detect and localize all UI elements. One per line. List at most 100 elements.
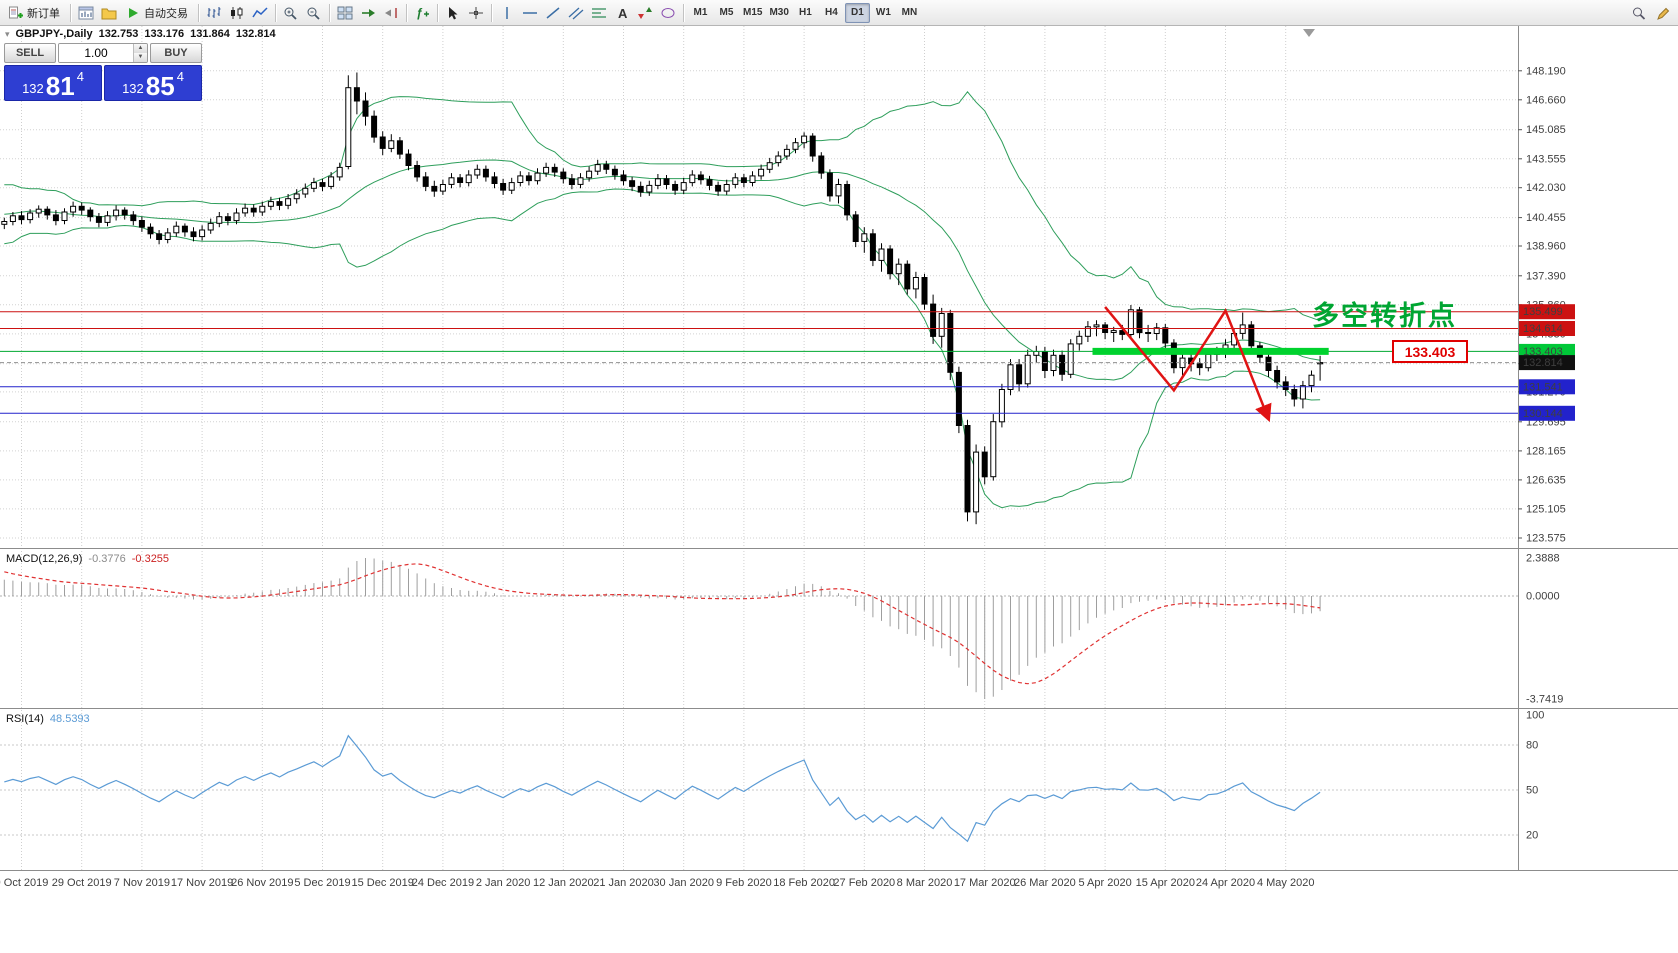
sell-price-figure: 132 bbox=[22, 81, 44, 96]
lot-increase-icon[interactable]: ▲ bbox=[134, 44, 147, 53]
autoscroll-icon bbox=[362, 8, 375, 17]
svg-text:5 Apr 2020: 5 Apr 2020 bbox=[1078, 877, 1131, 889]
vertical-line-tool-button[interactable] bbox=[496, 3, 518, 23]
bar-chart-mode-button[interactable] bbox=[203, 3, 225, 23]
crosshair-tool-button[interactable] bbox=[465, 3, 487, 23]
bar-high-value: 133.176 bbox=[144, 28, 185, 40]
macd-signal-value: -0.3255 bbox=[131, 553, 170, 565]
chart-canvas-holder[interactable]: 148.190 146.660 145.085 143.555 142.030 140.4… bbox=[0, 26, 1678, 948]
horizontal-line-tool-button[interactable] bbox=[519, 3, 541, 23]
svg-text:137.390: 137.390 bbox=[1526, 270, 1566, 282]
candlestick-mode-button[interactable] bbox=[226, 3, 248, 23]
autotrading-button[interactable]: 自动交易 bbox=[121, 3, 194, 23]
hline-icon bbox=[523, 11, 537, 14]
line-chart-mode-button[interactable] bbox=[249, 3, 271, 23]
new-order-button[interactable]: 新订单 bbox=[4, 3, 66, 23]
sell-price-button[interactable]: 132 81 4 bbox=[4, 65, 102, 101]
indicators-button[interactable]: ƒ bbox=[411, 3, 433, 23]
timeframe-m5-button[interactable]: M5 bbox=[714, 3, 739, 23]
bar-close-value: 132.814 bbox=[235, 28, 276, 40]
buy-button[interactable]: BUY bbox=[150, 43, 202, 63]
lot-decrease-icon[interactable]: ▼ bbox=[134, 53, 147, 62]
channel-tool-button[interactable] bbox=[565, 3, 587, 23]
svg-text:26 Nov 2019: 26 Nov 2019 bbox=[231, 877, 293, 889]
timeframe-h4-button[interactable]: H4 bbox=[819, 3, 844, 23]
trendline-tool-button[interactable] bbox=[542, 3, 564, 23]
timeframe-m15-button[interactable]: M15 bbox=[740, 3, 765, 23]
lot-size-input[interactable] bbox=[59, 44, 133, 62]
fibonacci-icon bbox=[592, 7, 606, 18]
search-button[interactable] bbox=[1628, 3, 1650, 23]
sell-button[interactable]: SELL bbox=[4, 43, 56, 63]
lot-size-field: ▲ ▼ bbox=[58, 43, 148, 63]
svg-text:29 Oct 2019: 29 Oct 2019 bbox=[52, 877, 112, 889]
toolbar-separator bbox=[329, 3, 330, 22]
zoom-out-button[interactable] bbox=[303, 3, 325, 23]
rsi-indicator-label: RSI(14) 48.5393 bbox=[6, 713, 90, 725]
svg-text:130.144: 130.144 bbox=[1523, 408, 1563, 420]
crosshair-icon bbox=[469, 6, 483, 19]
auto-scroll-button[interactable] bbox=[357, 3, 379, 23]
timeframe-w1-button[interactable]: W1 bbox=[871, 3, 896, 23]
cursor-tool-button[interactable] bbox=[442, 3, 464, 23]
svg-text:17 Mar 2020: 17 Mar 2020 bbox=[954, 877, 1016, 889]
timeframe-m1-button[interactable]: M1 bbox=[688, 3, 713, 23]
shapes-tool-button[interactable] bbox=[657, 3, 679, 23]
chart-shift-button[interactable] bbox=[380, 3, 402, 23]
autotrading-label: 自动交易 bbox=[144, 7, 188, 20]
indicators-icon: ƒ bbox=[416, 6, 429, 20]
svg-text:134.614: 134.614 bbox=[1523, 323, 1563, 335]
macd-indicator-label: MACD(12,26,9) -0.3776 -0.3255 bbox=[6, 553, 169, 565]
toolbar-separator bbox=[406, 3, 407, 22]
svg-text:135.499: 135.499 bbox=[1523, 306, 1563, 318]
svg-text:-3.7419: -3.7419 bbox=[1526, 694, 1563, 706]
svg-text:17 Nov 2019: 17 Nov 2019 bbox=[171, 877, 233, 889]
channel-icon bbox=[568, 7, 584, 19]
sell-price-point: 4 bbox=[76, 69, 84, 84]
timeframe-m30-button[interactable]: M30 bbox=[766, 3, 791, 23]
buy-price-figure: 132 bbox=[122, 81, 144, 96]
svg-text:140.455: 140.455 bbox=[1526, 212, 1566, 224]
chart-canvas[interactable]: 148.190 146.660 145.085 143.555 142.030 140.4… bbox=[0, 26, 1678, 948]
line-chart-icon bbox=[252, 6, 268, 17]
autotrade-play-icon bbox=[129, 7, 138, 18]
tile-windows-button[interactable] bbox=[334, 3, 356, 23]
svg-text:143.555: 143.555 bbox=[1526, 153, 1566, 165]
svg-text:126.635: 126.635 bbox=[1526, 474, 1566, 486]
svg-text:15 Apr 2020: 15 Apr 2020 bbox=[1136, 877, 1195, 889]
zoom-in-button[interactable] bbox=[280, 3, 302, 23]
toolbar-separator bbox=[275, 3, 276, 22]
svg-text:142.030: 142.030 bbox=[1526, 182, 1566, 194]
svg-text:138.960: 138.960 bbox=[1526, 241, 1566, 253]
bars-icon bbox=[207, 6, 221, 18]
arrows-tool-button[interactable] bbox=[634, 3, 656, 23]
svg-text:133.403: 133.403 bbox=[1523, 346, 1563, 358]
svg-text:146.660: 146.660 bbox=[1526, 94, 1566, 106]
toolbar: 新订单 自动交易 ƒ bbox=[0, 0, 1678, 26]
svg-text:A: A bbox=[618, 6, 628, 20]
svg-text:148.190: 148.190 bbox=[1526, 65, 1566, 77]
profiles-button[interactable] bbox=[98, 3, 120, 23]
svg-text:5 Dec 2019: 5 Dec 2019 bbox=[294, 877, 350, 889]
turning-point-annotation: 多空转折点 bbox=[1312, 301, 1457, 331]
timeframe-mn-button[interactable]: MN bbox=[897, 3, 922, 23]
svg-text:20: 20 bbox=[1526, 830, 1538, 842]
tile-windows-icon bbox=[337, 6, 353, 19]
oneclick-collapse-icon[interactable]: ▾ bbox=[5, 28, 10, 39]
timeframe-h1-button[interactable]: H1 bbox=[793, 3, 818, 23]
svg-text:125.105: 125.105 bbox=[1526, 503, 1566, 515]
properties-button[interactable] bbox=[1652, 3, 1674, 23]
fibonacci-tool-button[interactable] bbox=[588, 3, 610, 23]
buy-price-button[interactable]: 132 85 4 bbox=[104, 65, 202, 101]
svg-text:30 Jan 2020: 30 Jan 2020 bbox=[653, 877, 714, 889]
svg-text:80: 80 bbox=[1526, 740, 1538, 752]
svg-text:12 Jan 2020: 12 Jan 2020 bbox=[533, 877, 594, 889]
timeframe-d1-button[interactable]: D1 bbox=[844, 2, 870, 23]
buy-price-point: 4 bbox=[176, 69, 184, 84]
chart-window-button[interactable] bbox=[75, 3, 97, 23]
toolbar-separator bbox=[437, 3, 438, 22]
chart-window-icon bbox=[78, 6, 94, 19]
symbol-title: GBPJPY-,Daily bbox=[15, 28, 93, 40]
svg-text:24 Apr 2020: 24 Apr 2020 bbox=[1196, 877, 1255, 889]
text-tool-button[interactable]: A bbox=[611, 3, 633, 23]
